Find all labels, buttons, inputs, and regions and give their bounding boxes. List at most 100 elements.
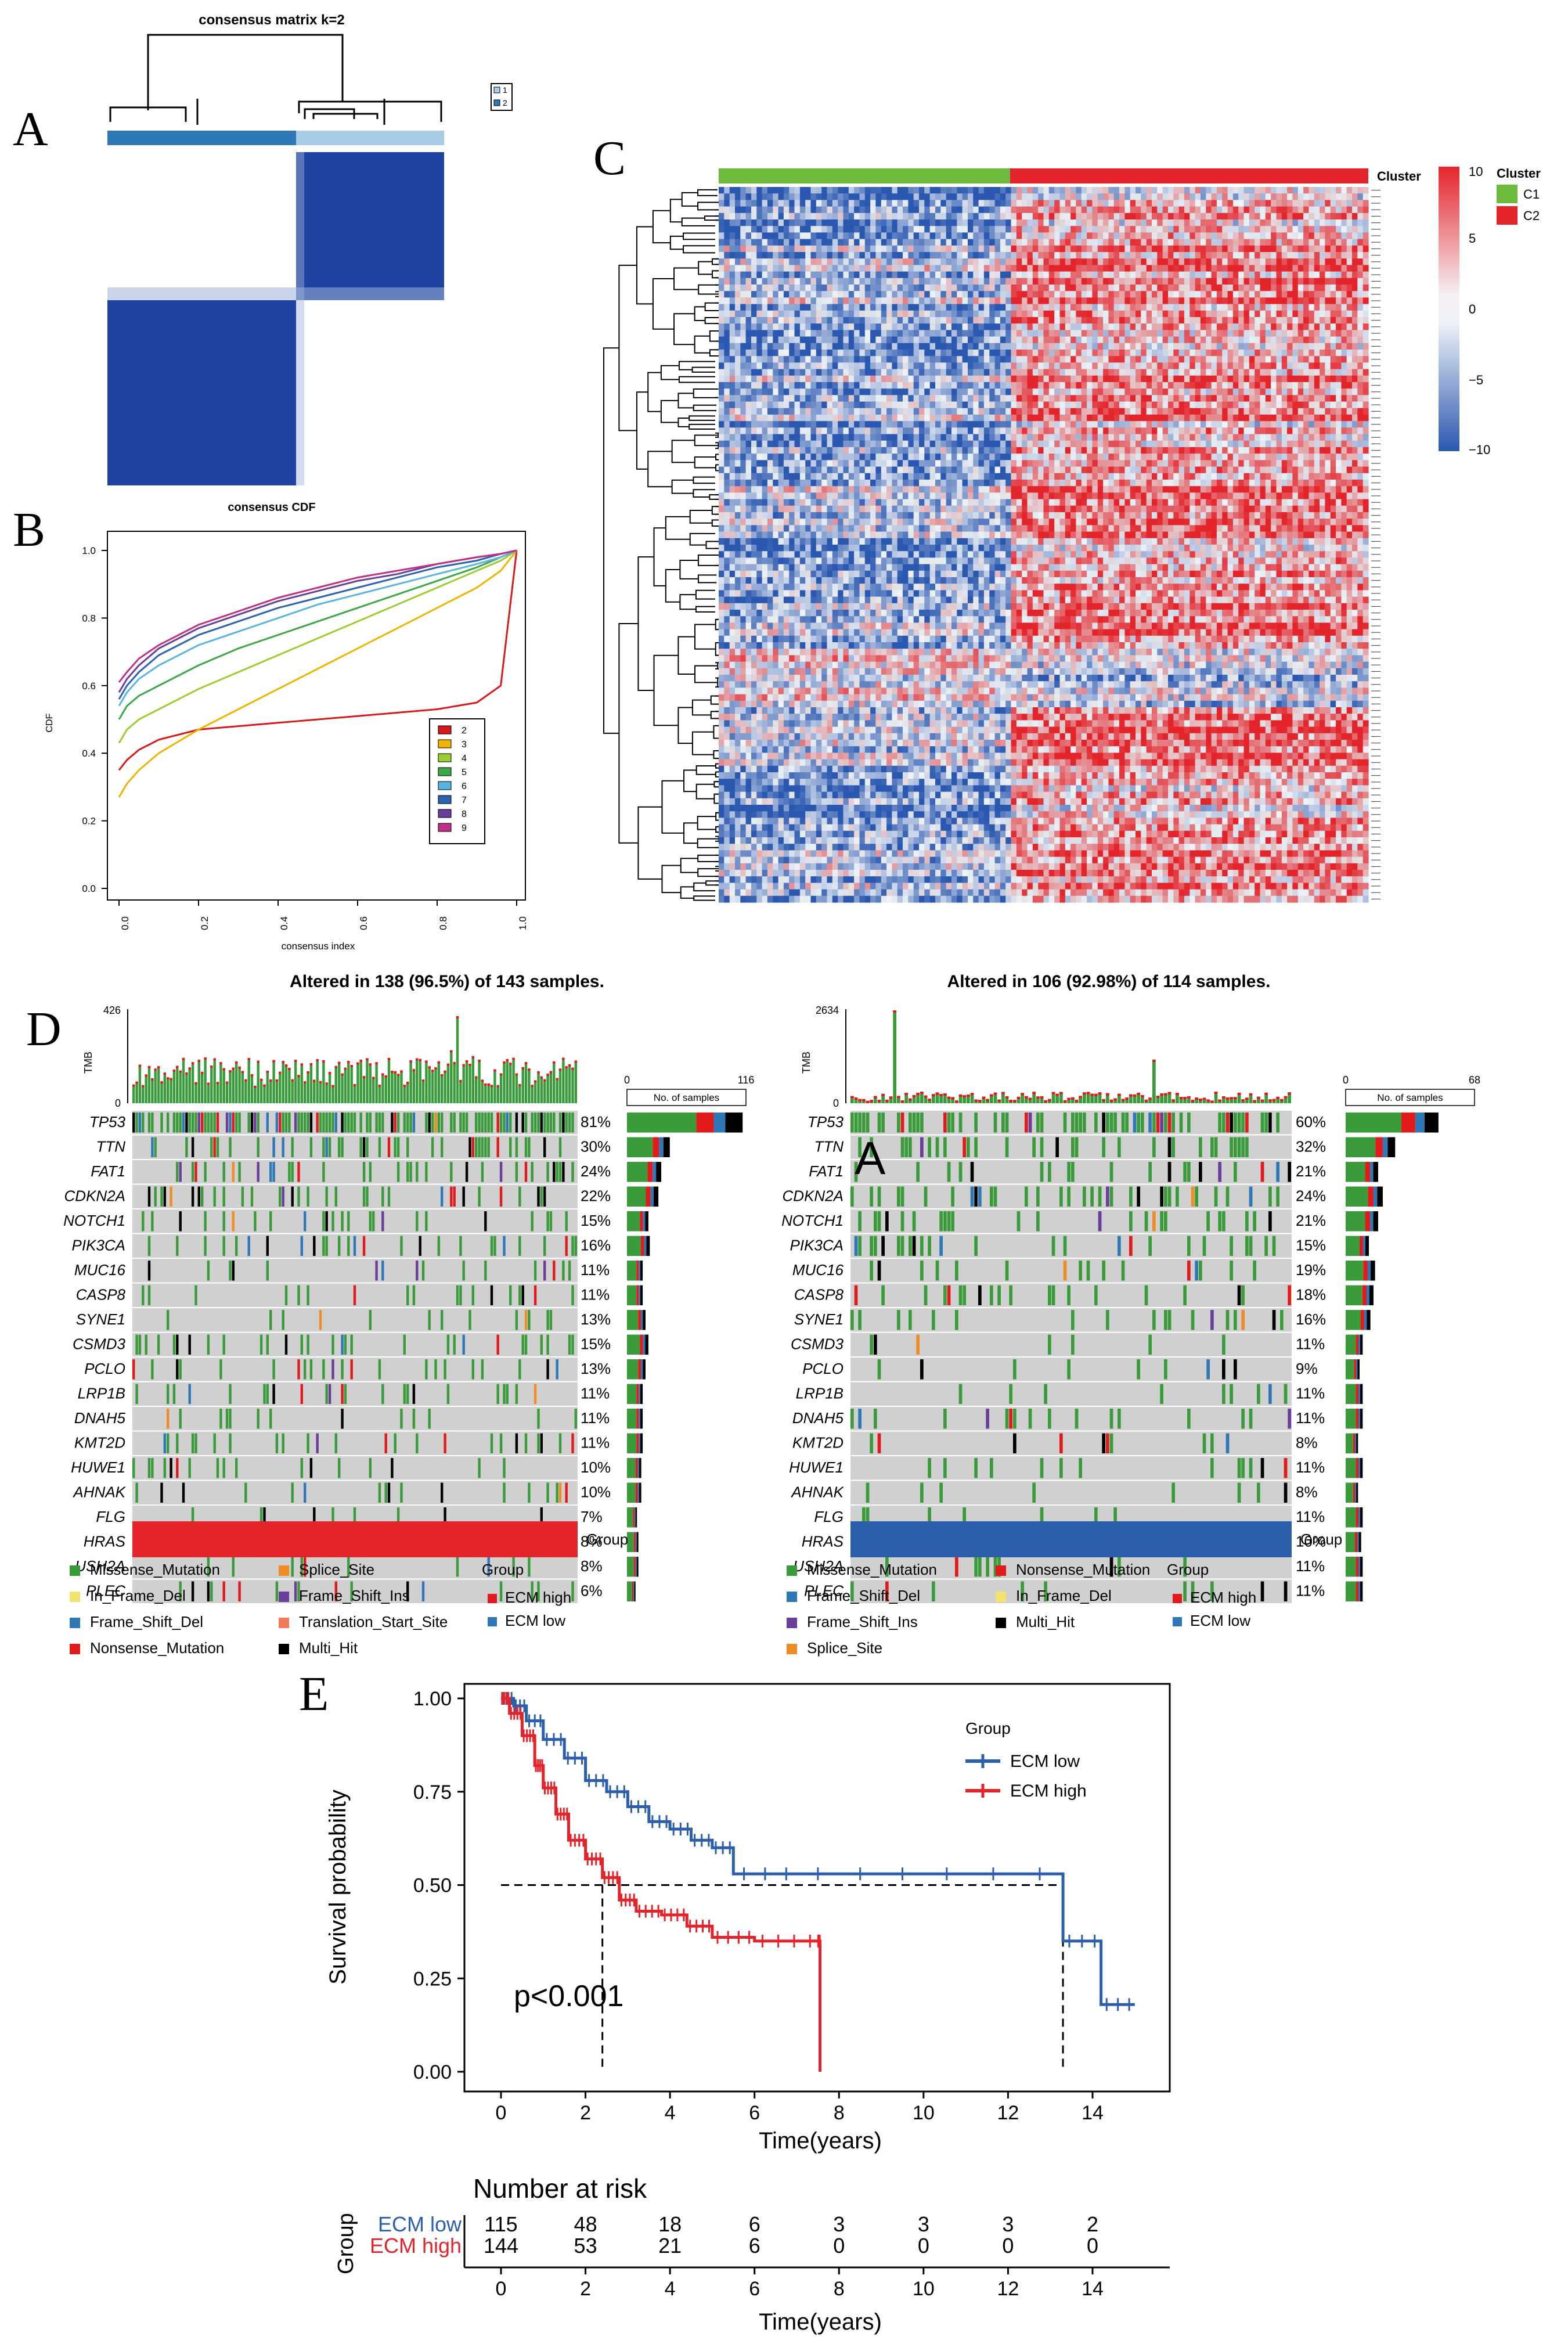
panel-c-cell xyxy=(1346,310,1353,318)
panel-c-cell xyxy=(1011,265,1017,272)
panel-c-cell xyxy=(859,285,866,291)
panel-c-cell xyxy=(719,265,724,272)
panel-c-cell xyxy=(1260,330,1266,337)
panel-c-cell xyxy=(892,330,898,337)
panel-c-cell xyxy=(1281,382,1288,389)
panel-c-cell xyxy=(735,375,741,383)
panel-c-cell xyxy=(821,415,828,422)
panel-c-cell xyxy=(1206,343,1212,350)
panel-c-cell xyxy=(1157,434,1163,441)
panel-c-cell xyxy=(1320,362,1325,370)
panel-c-cell xyxy=(832,350,838,357)
panel-c-cell xyxy=(816,206,822,214)
panel-c-cell xyxy=(1130,258,1136,265)
panel-c-cell xyxy=(1146,297,1152,305)
panel-c-dendro-branch xyxy=(677,393,694,409)
panel-c-cell xyxy=(1281,343,1288,350)
panel-c-cell xyxy=(1216,193,1223,200)
panel-c-cell xyxy=(1189,193,1196,200)
panel-c-cell xyxy=(794,440,801,448)
panel-c-cell xyxy=(729,427,736,435)
panel-c-cell xyxy=(1297,200,1304,207)
panel-c-cell xyxy=(1330,219,1336,226)
panel-c-dendro-branch xyxy=(691,366,708,373)
panel-c-cell xyxy=(1336,343,1342,350)
panel-c-cell xyxy=(973,388,979,395)
panel-c-cell xyxy=(789,382,795,389)
panel-c-cell xyxy=(1222,265,1228,272)
panel-c-cell xyxy=(1303,200,1309,207)
panel-c-cell xyxy=(1000,388,1006,395)
panel-c-cell xyxy=(1005,200,1012,207)
panel-c-cell xyxy=(875,375,882,383)
panel-c-cell xyxy=(1016,427,1022,435)
panel-c-cell xyxy=(778,206,784,214)
panel-c-cell xyxy=(1243,415,1250,422)
panel-c-cell xyxy=(864,219,871,226)
panel-c-cell xyxy=(1200,350,1206,357)
panel-c-cell xyxy=(903,343,909,350)
panel-c-cell xyxy=(827,323,833,330)
panel-c-cell xyxy=(1336,226,1342,233)
panel-c-cell xyxy=(1059,213,1066,220)
panel-c-cell xyxy=(816,427,822,435)
panel-c-cell xyxy=(854,258,860,265)
panel-c-cell xyxy=(1352,206,1358,214)
panel-c-cell xyxy=(935,362,941,370)
panel-c-cell xyxy=(1070,382,1076,389)
panel-c-cell xyxy=(1303,350,1309,357)
panel-c-cell xyxy=(1108,388,1115,395)
panel-c-cell xyxy=(1108,382,1115,389)
panel-c-cell xyxy=(1011,226,1017,233)
panel-c-cell xyxy=(1038,336,1044,344)
panel-c-cell xyxy=(1108,239,1115,246)
panel-c-cell xyxy=(1346,271,1353,279)
panel-c-cell xyxy=(968,245,974,253)
panel-c-cell xyxy=(1330,317,1336,324)
panel-c-cell xyxy=(783,356,790,363)
panel-c-cell xyxy=(973,343,979,350)
panel-c-cell xyxy=(1320,395,1325,402)
panel-c-cell xyxy=(767,350,773,357)
panel-c-cell xyxy=(940,434,947,441)
panel-c-cell xyxy=(1346,291,1353,298)
panel-c-cell xyxy=(1206,434,1212,441)
panel-c-cell xyxy=(1276,362,1282,370)
panel-c-cell xyxy=(1341,401,1347,409)
panel-c-cell xyxy=(1362,193,1369,200)
panel-c-cell xyxy=(962,245,968,253)
panel-c-cell xyxy=(903,219,909,226)
panel-c-cell xyxy=(1287,317,1293,324)
panel-c-cell xyxy=(832,401,838,409)
panel-c-cell xyxy=(1054,336,1061,344)
panel-c-cell xyxy=(1330,382,1336,389)
panel-c-cell xyxy=(1287,343,1293,350)
panel-c-cell xyxy=(735,285,741,291)
panel-c-cell xyxy=(1032,265,1039,272)
panel-c-cell xyxy=(1146,323,1152,330)
panel-c-cell xyxy=(1357,434,1364,441)
panel-c-cell xyxy=(1016,187,1022,194)
panel-c-cell xyxy=(875,401,882,409)
panel-c-cell xyxy=(1065,356,1071,363)
panel-c-cell xyxy=(1173,278,1180,285)
panel-c-cell xyxy=(783,271,790,279)
panel-c-cell xyxy=(767,401,773,409)
panel-c-cell xyxy=(1178,369,1185,376)
panel-c-cell xyxy=(903,213,909,220)
panel-c-cell xyxy=(1320,427,1325,435)
panel-c-cell xyxy=(994,408,1001,415)
panel-c-cell xyxy=(973,382,979,389)
panel-c-cell xyxy=(1336,362,1342,370)
panel-c-cell xyxy=(724,239,730,246)
panel-c-cell xyxy=(1287,245,1293,253)
panel-c-cell xyxy=(1297,304,1304,311)
panel-c-cell xyxy=(724,297,730,305)
panel-c-cell xyxy=(1032,317,1039,324)
panel-c-cell xyxy=(1130,401,1136,409)
panel-c-cell xyxy=(1076,434,1082,441)
panel-c-cell xyxy=(1022,258,1028,265)
panel-c-cell xyxy=(751,323,757,330)
panel-c-cell xyxy=(1309,323,1315,330)
panel-c-cell xyxy=(859,271,866,279)
